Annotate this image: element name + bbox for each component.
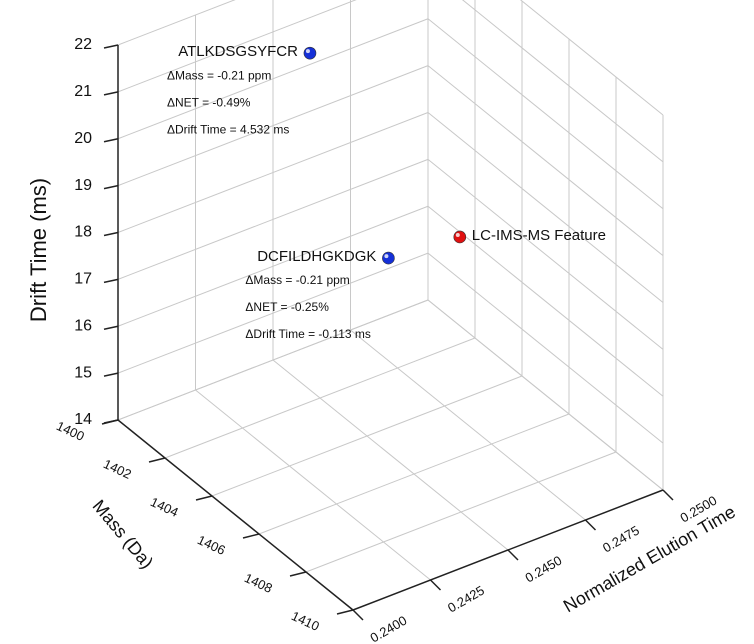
tick-mark xyxy=(507,549,519,561)
data-point xyxy=(453,230,467,244)
grid-line xyxy=(117,252,429,374)
grid-line xyxy=(519,0,664,116)
y-tick-label: 21 xyxy=(74,83,92,100)
grid-line xyxy=(427,299,664,491)
data-point xyxy=(382,251,395,265)
z-tick-label: 0.2475 xyxy=(600,523,642,556)
tick-mark xyxy=(103,91,119,96)
z-tick-label: 0.2400 xyxy=(367,613,409,644)
point-label: LC-IMS-MS Feature xyxy=(472,227,606,244)
axis-line xyxy=(117,419,354,611)
point-annotation: ΔNET = -0.49% xyxy=(167,95,251,109)
grid-line xyxy=(117,18,429,140)
tick-mark xyxy=(103,278,119,284)
x-tick-label: 1408 xyxy=(242,570,275,596)
grid-line xyxy=(117,0,357,93)
x-tick-label: 1402 xyxy=(101,456,134,482)
point-label: DCFILDHGKDGK xyxy=(257,248,376,265)
grid-line xyxy=(350,329,586,521)
tick-mark xyxy=(352,609,364,621)
x-axis-label: Mass (Da) xyxy=(89,496,158,572)
y-tick-label: 19 xyxy=(74,177,92,194)
point-highlight xyxy=(384,254,389,259)
z-tick-label: 0.2450 xyxy=(522,553,564,586)
grid-line xyxy=(461,0,664,163)
point-annotation: ΔDrift Time = -0.113 ms xyxy=(245,327,371,341)
data-point xyxy=(303,46,317,60)
point-label: ATLKDSGSYFCR xyxy=(178,43,298,60)
y-tick-label: 20 xyxy=(74,130,92,147)
tick-mark xyxy=(103,138,119,143)
tick-mark xyxy=(101,419,119,425)
tick-mark xyxy=(289,571,307,577)
grid-line xyxy=(427,205,664,397)
x-tick-label: 1406 xyxy=(195,532,228,558)
grid-line xyxy=(272,359,509,551)
tick-mark xyxy=(195,495,213,501)
point-annotation: ΔMass = -0.21 ppm xyxy=(167,68,271,82)
grid-line xyxy=(117,65,429,187)
point-annotation: ΔMass = -0.21 ppm xyxy=(245,273,349,287)
grid-line xyxy=(117,299,429,421)
tick-mark xyxy=(429,579,442,591)
y-tick-label: 18 xyxy=(74,224,92,241)
grid-line xyxy=(427,158,664,350)
tick-mark xyxy=(103,325,119,330)
grid-line xyxy=(427,252,664,444)
tick-mark xyxy=(148,457,166,463)
grid-line xyxy=(117,205,429,327)
grid-line xyxy=(427,18,664,210)
z-tick-label: 0.2425 xyxy=(445,583,487,616)
y-tick-label: 16 xyxy=(74,317,92,334)
y-tick-label: 17 xyxy=(74,271,92,288)
point-highlight xyxy=(305,49,310,54)
point-annotation: ΔDrift Time = 4.532 ms xyxy=(167,122,289,136)
grid-line xyxy=(427,65,664,257)
grid-line xyxy=(117,0,236,46)
tick-mark xyxy=(103,231,119,237)
tick-mark xyxy=(662,489,674,501)
tick-mark xyxy=(336,609,354,615)
grid-line xyxy=(195,389,431,581)
tick-mark xyxy=(103,184,119,190)
x-tick-label: 1410 xyxy=(289,608,322,634)
y-axis-label: Drift Time (ms) xyxy=(26,178,51,322)
point-highlight xyxy=(455,232,460,237)
point-annotation: ΔNET = -0.25% xyxy=(245,300,329,314)
x-tick-label: 1404 xyxy=(148,494,181,520)
grid-line xyxy=(427,112,664,303)
tick-mark xyxy=(103,372,119,377)
y-tick-label: 22 xyxy=(74,36,92,53)
tick-mark xyxy=(242,533,260,539)
grid-line xyxy=(117,158,429,280)
tick-mark xyxy=(584,519,597,531)
y-tick-label: 14 xyxy=(74,411,92,428)
grid-line xyxy=(117,112,429,233)
tick-mark xyxy=(103,44,119,49)
y-tick-label: 15 xyxy=(74,364,92,381)
